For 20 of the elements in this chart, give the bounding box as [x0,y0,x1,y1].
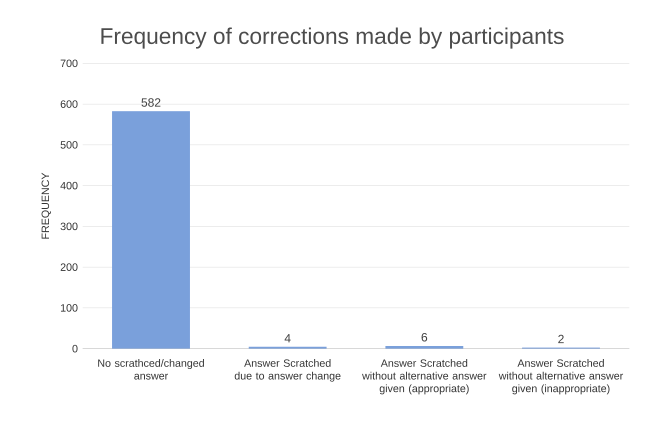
y-axis-title: FREQUENCY [42,172,51,239]
y-tick-label: 600 [60,100,78,108]
y-tick-label: 500 [60,141,78,149]
data-label: 582 [141,98,160,107]
y-tick-label: 700 [60,60,78,68]
y-tick-label: 200 [60,263,78,271]
y-tick-label: 100 [60,304,78,312]
y-tick-label: 0 [72,344,78,352]
data-label: 4 [284,334,291,342]
data-label: 6 [422,333,428,342]
bar [112,111,190,349]
bar [385,346,464,349]
data-label: 2 [558,334,564,344]
x-tick-label: Answer Scratched without alternative answer given (inappropriate) [498,359,624,394]
x-tick-label: Answer Scratched due to answer change [234,359,341,382]
y-tick-label: 300 [60,222,78,230]
chart-title: Frequency of corrections made by participants [101,27,564,49]
x-tick-label: No scrathced/changed answer [98,359,204,380]
x-tick-label: Answer Scratched without alternative answer given (appropriate) [362,359,486,394]
y-tick-label: 400 [60,182,78,190]
